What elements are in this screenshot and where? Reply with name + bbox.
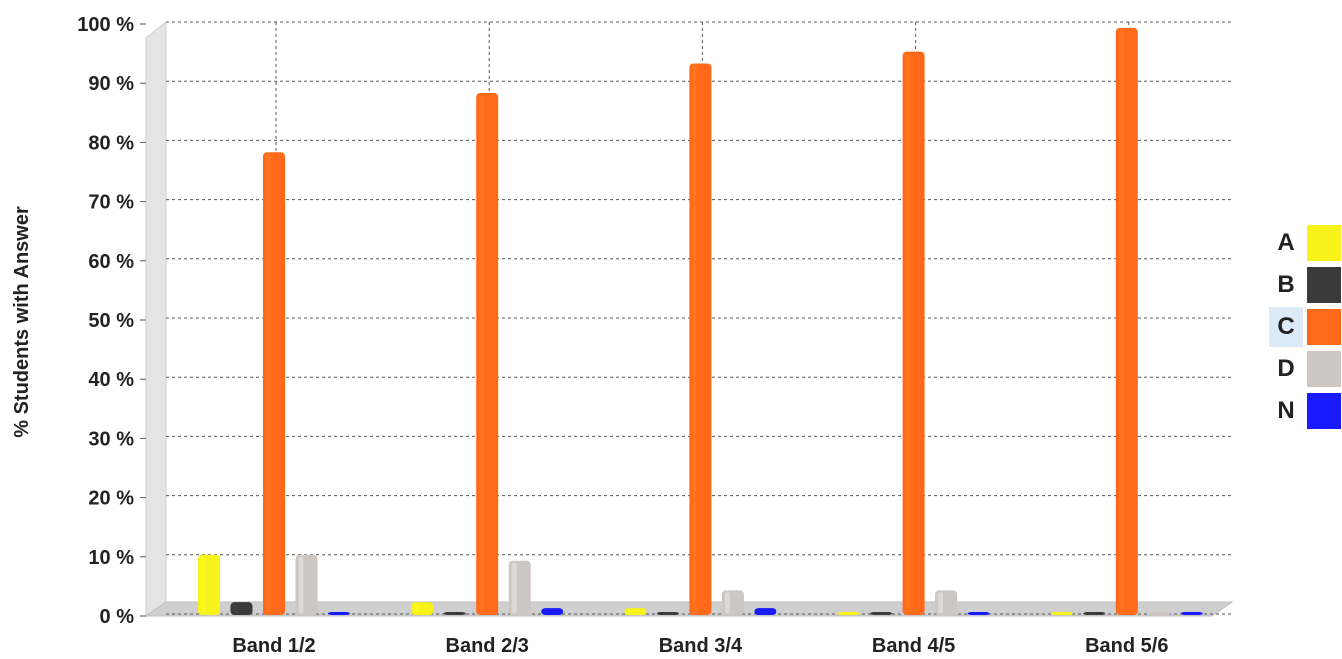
- bar-highlight: [544, 610, 550, 613]
- y-tick-label: 70 %: [88, 192, 134, 214]
- bar-highlight: [692, 65, 698, 613]
- y-tick-label: 50 %: [88, 310, 134, 332]
- y-tick-label: 60 %: [88, 251, 134, 273]
- legend-label: C: [1269, 307, 1303, 347]
- bar-highlight: [511, 562, 517, 613]
- y-tick-label: 30 %: [88, 428, 134, 450]
- bar-b-band-5-6[interactable]: [1083, 612, 1106, 615]
- legend-item-a[interactable]: A: [1265, 222, 1341, 264]
- legend-item-c[interactable]: C: [1265, 306, 1341, 348]
- bar-d-band-5-6[interactable]: [1148, 612, 1171, 615]
- y-tick-label: 10 %: [88, 547, 134, 569]
- y-axis-title: % Students with Answer: [11, 206, 33, 438]
- x-category-label: Band 4/5: [872, 635, 955, 657]
- y-tick-label: 100 %: [77, 14, 134, 36]
- y-tick-label: 20 %: [88, 488, 134, 510]
- legend-item-n[interactable]: N: [1265, 390, 1341, 432]
- legend-item-b[interactable]: B: [1265, 264, 1341, 306]
- bar-highlight: [298, 556, 304, 613]
- bar-n-band-2-3[interactable]: [541, 608, 564, 615]
- bar-b-band-4-5[interactable]: [870, 612, 893, 615]
- bar-highlight: [414, 604, 420, 613]
- bar-n-band-3-4[interactable]: [754, 608, 777, 615]
- bar-highlight: [938, 592, 944, 613]
- y-tick-label: 40 %: [88, 369, 134, 391]
- bar-highlight: [479, 95, 485, 614]
- y-axis: 0 % 10 % 20 % 30 % 40 % 50 % 60 % 70 % 80 % 90 % 1…: [77, 14, 146, 628]
- bars: [198, 22, 1203, 616]
- legend-swatch: [1307, 351, 1341, 387]
- bar-n-band-5-6[interactable]: [1180, 612, 1203, 615]
- legend-label: A: [1277, 229, 1295, 256]
- bar-n-band-4-5[interactable]: [967, 612, 990, 615]
- bar-highlight: [905, 53, 911, 614]
- legend-label: D: [1277, 355, 1295, 382]
- x-category-label: Band 1/2: [232, 635, 315, 657]
- legend-swatch: [1307, 267, 1341, 303]
- bar-n-band-1-2[interactable]: [328, 612, 350, 615]
- bar-a-band-3-4[interactable]: [624, 608, 647, 615]
- bar-highlight: [266, 154, 271, 614]
- chart-grid: [166, 21, 1232, 615]
- bar-highlight: [233, 604, 239, 613]
- legend-item-d[interactable]: D: [1265, 348, 1341, 390]
- legend-label: N: [1277, 397, 1295, 424]
- bar-b-band-2-3[interactable]: [443, 612, 466, 615]
- legend-swatch: [1307, 393, 1341, 429]
- y-tick-label: 90 %: [88, 73, 134, 95]
- legend-swatch: [1307, 309, 1341, 345]
- legend-label: B: [1277, 271, 1295, 298]
- y-tick-label: 0 %: [100, 606, 135, 628]
- legend-swatch: [1307, 225, 1341, 261]
- chart-floor: [144, 20, 1234, 617]
- x-category-label: Band 5/6: [1085, 635, 1168, 657]
- chart-side-wall: [145, 20, 167, 617]
- bar-b-band-3-4[interactable]: [656, 612, 679, 615]
- x-category-label: Band 3/4: [659, 635, 743, 657]
- bar-highlight: [201, 556, 206, 613]
- y-tick-label: 80 %: [88, 132, 134, 154]
- bar-a-band-4-5[interactable]: [837, 612, 860, 615]
- bar-highlight: [627, 610, 633, 613]
- bar-a-band-5-6[interactable]: [1050, 612, 1073, 615]
- bar-highlight: [724, 592, 730, 613]
- bar-highlight: [1118, 29, 1124, 614]
- bar-highlight: [757, 610, 763, 613]
- x-category-label: Band 2/3: [446, 635, 529, 657]
- x-axis: Band 1/2 Band 2/3 Band 3/4 Band 4/5 Band 5/6: [232, 635, 1168, 657]
